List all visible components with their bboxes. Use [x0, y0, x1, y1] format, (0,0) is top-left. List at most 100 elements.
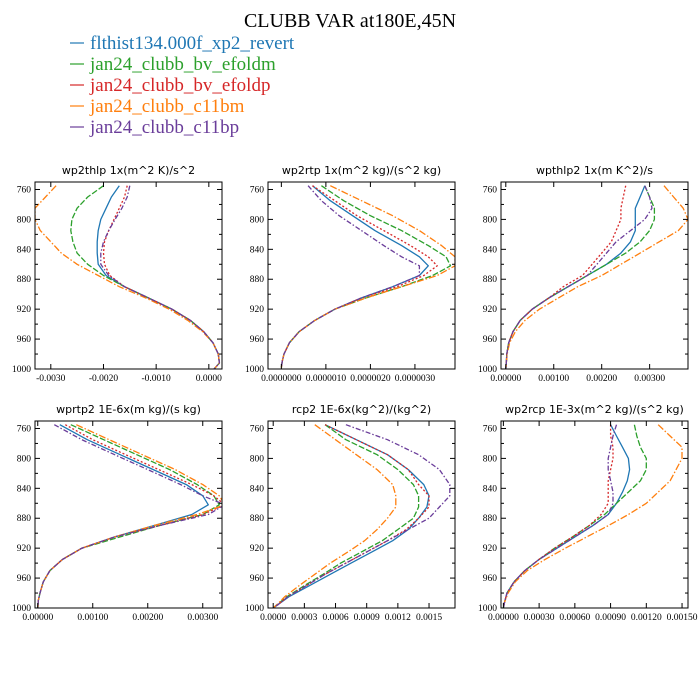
y-tick-label: 920 — [17, 544, 32, 554]
y-tick-label: 880 — [483, 275, 498, 285]
y-tick-label: 760 — [483, 424, 498, 434]
y-tick-label: 840 — [17, 245, 32, 255]
x-tick-label: 0.00030 — [524, 613, 555, 623]
x-tick-label: 0.0012 — [385, 613, 411, 623]
legend-entry: jan24_clubb_c11bm — [70, 96, 245, 117]
y-tick-label: 960 — [483, 574, 498, 584]
y-tick-label: 800 — [483, 215, 498, 225]
figure: CLUBB VAR at180E,45N flthist134.000f_xp2… — [0, 0, 700, 700]
series-line — [35, 186, 219, 369]
y-tick-label: 960 — [17, 574, 32, 584]
x-tick-label: 0.0000010 — [306, 374, 347, 384]
plot-frame — [501, 182, 688, 369]
y-tick-label: 800 — [17, 215, 32, 225]
series-line — [273, 425, 396, 608]
x-tick-label: 0.00300 — [187, 613, 218, 623]
plot-frame — [268, 182, 455, 369]
series-line — [281, 186, 437, 368]
plot-frame — [268, 421, 455, 608]
legend-label: jan24_clubb_c11bp — [89, 117, 239, 138]
series-group — [281, 186, 455, 368]
y-tick-label: 800 — [17, 454, 32, 464]
legend-label: flthist134.000f_xp2_revert — [90, 33, 295, 54]
legend: flthist134.000f_xp2_revert jan24_clubb_b… — [70, 33, 295, 138]
series-line — [38, 425, 209, 608]
chart-panel: wprtp2 1E-6x(m kg)/(s kg) 760 800 840 880 920… — [12, 403, 225, 623]
y-tick-label: 760 — [17, 424, 32, 434]
x-tick-label: 0.00000 — [488, 613, 519, 623]
series-line — [97, 186, 219, 369]
chart-panel: wp2rtp 1x(m^2 kg)/(s^2 kg) 760 800 840 880 92… — [245, 164, 455, 384]
figure-title: CLUBB VAR at180E,45N — [244, 10, 456, 32]
series-line — [273, 425, 429, 608]
plot-frame — [35, 182, 222, 369]
x-tick-label: -0.0010 — [142, 374, 172, 384]
chart-panel: wpthlp2 1x(m K^2)/s760800840880920960100… — [478, 164, 688, 384]
x-tick-label: 0.00200 — [586, 374, 617, 384]
x-tick-label: -0.0020 — [89, 374, 119, 384]
y-tick-label: 840 — [250, 245, 265, 255]
panel-title: rcp2 1E-6x(kg^2)/(kg^2) — [292, 403, 431, 416]
y-tick-label: 840 — [483, 484, 498, 494]
chart-panel: wp2rcp 1E-3x(m^2 kg)/(s^2 kg) 760 800 840 88… — [478, 403, 698, 623]
series-line — [281, 186, 450, 368]
y-tick-label: 960 — [250, 335, 265, 345]
series-line — [506, 186, 645, 369]
x-tick-label: -0.0030 — [36, 374, 66, 384]
panels: wp2thlp 1x(m^2 K)/s^2 760 800 840 880 920 960 1… — [12, 164, 698, 623]
series-group — [35, 186, 219, 369]
y-tick-label: 880 — [17, 275, 32, 285]
series-line — [273, 425, 429, 608]
x-tick-label: 0.00120 — [631, 613, 662, 623]
y-tick-label: 840 — [17, 484, 32, 494]
series-line — [503, 425, 616, 608]
x-tick-label: 0.00300 — [634, 374, 665, 384]
y-tick-label: 880 — [250, 514, 265, 524]
panel-title: wp2rcp 1E-3x(m^2 kg)/(s^2 kg) — [505, 403, 684, 416]
y-tick-label: 960 — [250, 574, 265, 584]
y-tick-label: 920 — [483, 544, 498, 554]
y-tick-label: 880 — [250, 275, 265, 285]
y-tick-label: 960 — [483, 335, 498, 345]
x-tick-label: 0.0015 — [416, 613, 442, 623]
y-tick-label: 760 — [250, 424, 265, 434]
chart-panel: wp2thlp 1x(m^2 K)/s^2 760 800 840 880 920 960 1… — [12, 164, 222, 384]
x-tick-label: 0.00100 — [538, 374, 569, 384]
series-line — [281, 186, 419, 368]
y-tick-label: 800 — [250, 215, 265, 225]
series-line — [101, 186, 220, 369]
panel-title: wp2thlp 1x(m^2 K)/s^2 — [62, 164, 195, 177]
legend-label: jan24_clubb_bv_efoldm — [89, 54, 276, 75]
x-tick-label: 0.00100 — [77, 613, 108, 623]
y-tick-label: 1000 — [12, 365, 31, 375]
chart-panel: rcp2 1E-6x(kg^2)/(kg^2) 760 800 840 880 920 96… — [245, 403, 455, 623]
y-tick-label: 760 — [17, 185, 32, 195]
y-tick-label: 760 — [483, 185, 498, 195]
x-tick-label: 0.0009 — [354, 613, 380, 623]
y-tick-label: 840 — [483, 245, 498, 255]
x-tick-label: 0.0000 — [196, 374, 222, 384]
x-tick-label: 0.0000030 — [395, 374, 436, 384]
x-tick-label: 0.0000000 — [261, 374, 302, 384]
x-tick-label: 0.00090 — [595, 613, 626, 623]
y-tick-label: 760 — [250, 185, 265, 195]
series-line — [104, 186, 220, 369]
panel-title: wpthlp2 1x(m K^2)/s — [536, 164, 653, 177]
y-tick-label: 920 — [250, 305, 265, 315]
series-group — [503, 425, 682, 608]
legend-entry: jan24_clubb_bv_efoldp — [70, 75, 270, 96]
series-line — [503, 425, 629, 608]
x-tick-label: 0.0000 — [260, 613, 286, 623]
series-line — [281, 186, 428, 368]
y-tick-label: 880 — [17, 514, 32, 524]
x-tick-label: 0.00000 — [490, 374, 521, 384]
panel-title: wprtp2 1E-6x(m kg)/(s kg) — [56, 403, 201, 416]
y-tick-label: 920 — [17, 305, 32, 315]
y-tick-label: 800 — [483, 454, 498, 464]
series-group — [273, 425, 450, 608]
series-line — [273, 425, 450, 608]
x-tick-label: 0.0003 — [291, 613, 317, 623]
plot-frame — [501, 421, 688, 608]
y-tick-label: 920 — [250, 544, 265, 554]
series-line — [506, 186, 626, 369]
